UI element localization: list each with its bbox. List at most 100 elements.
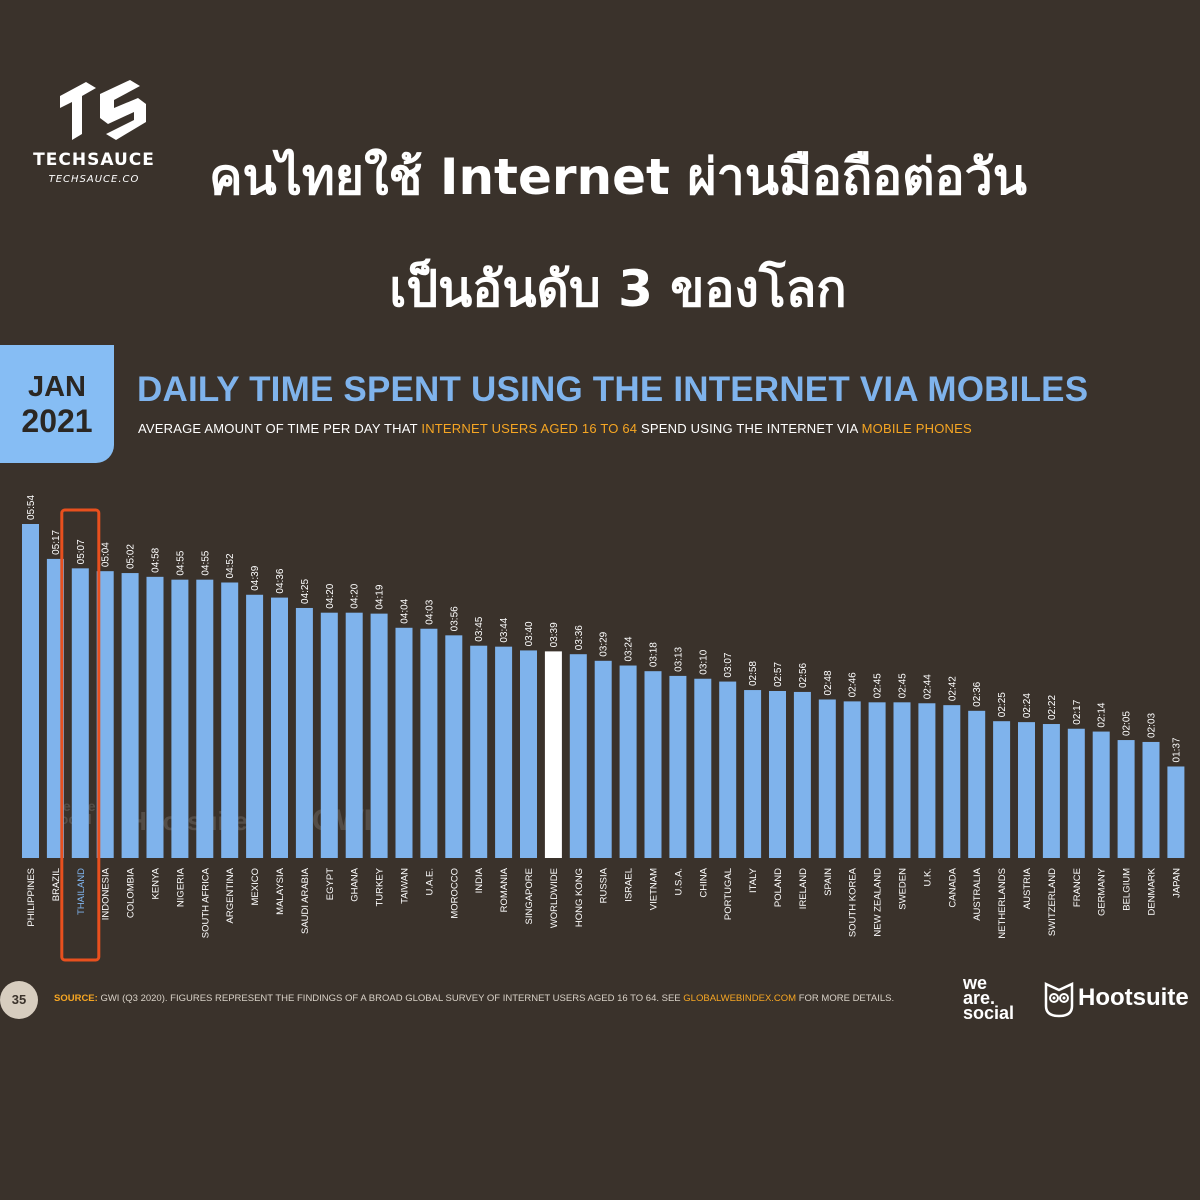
source-tail: FOR MORE DETAILS. [796, 993, 895, 1004]
category-label-thailand: THAILAND [76, 868, 87, 915]
bar-argentina [221, 582, 239, 858]
category-label-switzerland: SWITZERLAND [1047, 868, 1058, 936]
value-label-malaysia: 04:36 [275, 568, 286, 593]
bar-belgium [1117, 740, 1135, 858]
bar-australia [968, 710, 986, 858]
we-are-social-logo: we are. social [963, 973, 1014, 1022]
value-label-switzerland: 02:22 [1047, 695, 1058, 720]
category-label-indonesia: INDONESIA [101, 867, 112, 920]
value-label-saudi-arabia: 04:25 [300, 579, 311, 604]
category-label-u-k: U.K. [922, 868, 933, 886]
bar-poland [769, 691, 786, 858]
value-label-hong-kong: 03:36 [574, 625, 585, 650]
value-label-argentina: 04:52 [225, 553, 236, 578]
bar-ghana [345, 612, 363, 858]
bar-china [694, 678, 712, 858]
value-label-philippines: 05:54 [26, 495, 37, 520]
bar-portugal [719, 681, 737, 858]
value-label-spain: 02:48 [823, 670, 834, 695]
category-label-philippines: PHILIPPINES [26, 868, 37, 927]
category-label-south-korea: SOUTH KOREA [848, 867, 859, 937]
value-label-turkey: 04:19 [375, 584, 386, 609]
subtitle-part-2: SPEND USING THE INTERNET VIA [637, 421, 862, 436]
hootsuite-wordmark: Hootsuite [1078, 984, 1189, 1011]
category-label-france: FRANCE [1072, 868, 1083, 907]
chart-title: DAILY TIME SPENT USING THE INTERNET VIA … [137, 370, 1089, 409]
bar-denmark [1142, 741, 1160, 858]
value-label-denmark: 02:03 [1147, 712, 1158, 737]
value-label-france: 02:17 [1072, 699, 1083, 724]
category-label-ireland: IRELAND [798, 868, 809, 909]
value-label-south-africa: 04:55 [200, 550, 211, 575]
brand-name: TECHSAUCE [33, 150, 155, 170]
value-label-mexico: 04:39 [250, 565, 261, 590]
page-number: 35 [0, 981, 38, 1019]
bar-russia [594, 660, 612, 858]
bar-new-zealand [868, 702, 886, 858]
hootsuite-logo: Hootsuite [1044, 980, 1200, 1020]
category-label-spain: SPAIN [823, 868, 834, 896]
value-label-israel: 03:24 [624, 636, 635, 661]
category-label-malaysia: MALAYSIA [275, 867, 286, 914]
bar-hong-kong [569, 654, 587, 858]
category-label-nigeria: NIGERIA [175, 867, 186, 907]
bar-worldwide [544, 651, 562, 858]
category-label-ghana: GHANA [350, 867, 361, 901]
headline-line-2: เป็นอันดับ 3 ของโลก [389, 260, 847, 318]
value-label-sweden: 02:45 [898, 673, 909, 698]
techsauce-brand: TECHSAUCE TECHSAUCE.CO [24, 78, 164, 188]
headline-line-1: คนไทยใช้ Internet ผ่านมือถือต่อวัน [209, 148, 1027, 206]
bar-france [1067, 728, 1085, 858]
bar-nigeria [171, 579, 189, 858]
category-label-netherlands: NETHERLANDS [997, 868, 1008, 939]
category-label-colombia: COLOMBIA [126, 867, 137, 918]
bar-colombia [121, 573, 139, 858]
value-label-japan: 01:37 [1171, 737, 1182, 762]
category-label-austria: AUSTRIA [1022, 867, 1033, 909]
bar-singapore [520, 650, 537, 858]
bar-malaysia [271, 597, 288, 858]
category-label-south-africa: SOUTH AFRICA [200, 867, 211, 938]
bar-south-korea [843, 701, 861, 858]
logo-we: we [963, 973, 988, 993]
category-label-mexico: MEXICO [250, 868, 261, 905]
subtitle-part-1: AVERAGE AMOUNT OF TIME PER DAY THAT [138, 421, 422, 436]
category-label-egypt: EGYPT [325, 868, 336, 900]
bar-israel [619, 665, 637, 858]
category-label-saudi-arabia: SAUDI ARABIA [300, 867, 311, 934]
value-label-singapore: 03:40 [524, 621, 535, 646]
value-label-russia: 03:29 [599, 631, 610, 656]
source-link[interactable]: GLOBALWEBINDEX.COM [683, 993, 797, 1004]
value-label-nigeria: 04:55 [175, 550, 186, 575]
value-label-canada: 02:42 [947, 676, 958, 701]
category-label-belgium: BELGIUM [1122, 868, 1133, 911]
category-label-vietnam: VIETNAM [649, 868, 660, 910]
value-label-u-a-e: 04:03 [424, 599, 435, 624]
value-label-south-korea: 02:46 [848, 672, 859, 697]
category-label-germany: GERMANY [1097, 867, 1108, 916]
category-label-argentina: ARGENTINA [225, 867, 236, 923]
value-label-austria: 02:24 [1022, 693, 1033, 718]
value-label-india: 03:45 [474, 616, 485, 641]
category-label-poland: POLAND [773, 868, 784, 907]
category-label-portugal: PORTUGAL [723, 868, 734, 920]
value-label-new-zealand: 02:45 [873, 673, 884, 698]
value-label-italy: 02:58 [748, 661, 759, 686]
value-label-ireland: 02:56 [798, 662, 809, 687]
value-label-worldwide: 03:39 [549, 622, 560, 647]
value-label-u-s-a: 03:13 [673, 646, 684, 671]
value-label-colombia: 05:02 [126, 544, 137, 569]
bar-romania [495, 646, 513, 858]
bar-u-k [918, 703, 936, 858]
source-text: GWI (Q3 2020). FIGURES REPRESENT THE FIN… [97, 993, 684, 1004]
source-note: SOURCE: GWI (Q3 2020). FIGURES REPRESENT… [54, 993, 894, 1004]
category-label-taiwan: TAIWAN [400, 868, 411, 904]
category-label-singapore: SINGAPORE [524, 868, 535, 925]
brand-url: TECHSAUCE.CO [48, 174, 140, 185]
bar-morocco [445, 635, 463, 858]
value-label-australia: 02:36 [972, 681, 983, 706]
value-label-kenya: 04:58 [151, 547, 162, 572]
bar-taiwan [395, 627, 413, 858]
date-month: JAN [27, 371, 86, 403]
category-label-japan: JAPAN [1171, 868, 1182, 898]
